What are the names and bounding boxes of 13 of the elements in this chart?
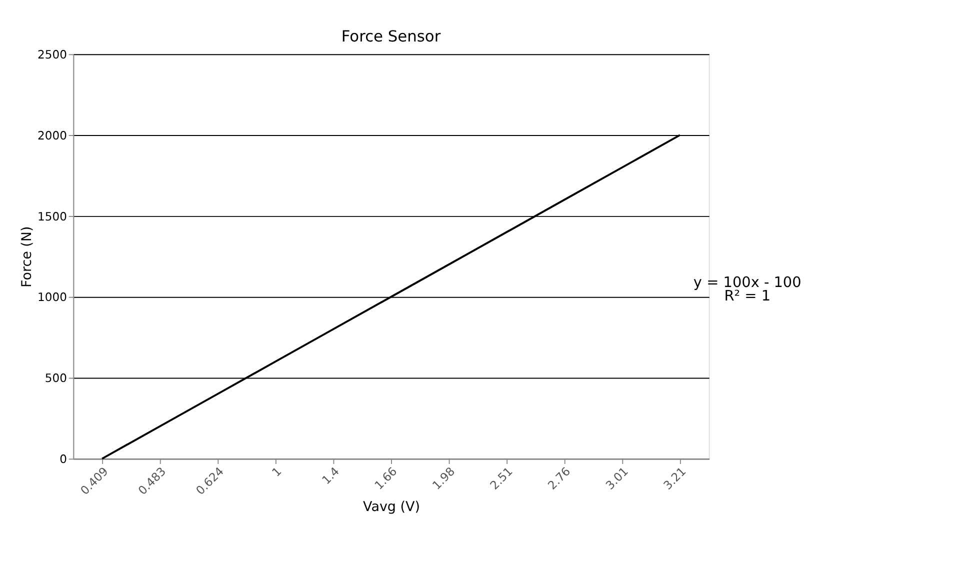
y-tick-label: 2500 [38,47,67,62]
y-tick-label: 0 [60,452,67,466]
annotation: y = 100x - 100 [693,275,802,292]
text: R² = 1 [724,288,771,305]
y-axis-title: Force (N) [18,226,35,288]
y-tick-label: 500 [44,371,67,386]
chart-title: Force Sensor [341,28,442,46]
x-tick-label: 1.4 [319,464,342,488]
y-tick-label: 2000 [38,128,67,142]
x-axis-title: Vavg (V) [363,499,420,516]
y-tick-label: 1500 [38,209,67,224]
y-tick-label: 1000 [38,290,67,304]
x-tick-label: 1 [269,464,284,480]
